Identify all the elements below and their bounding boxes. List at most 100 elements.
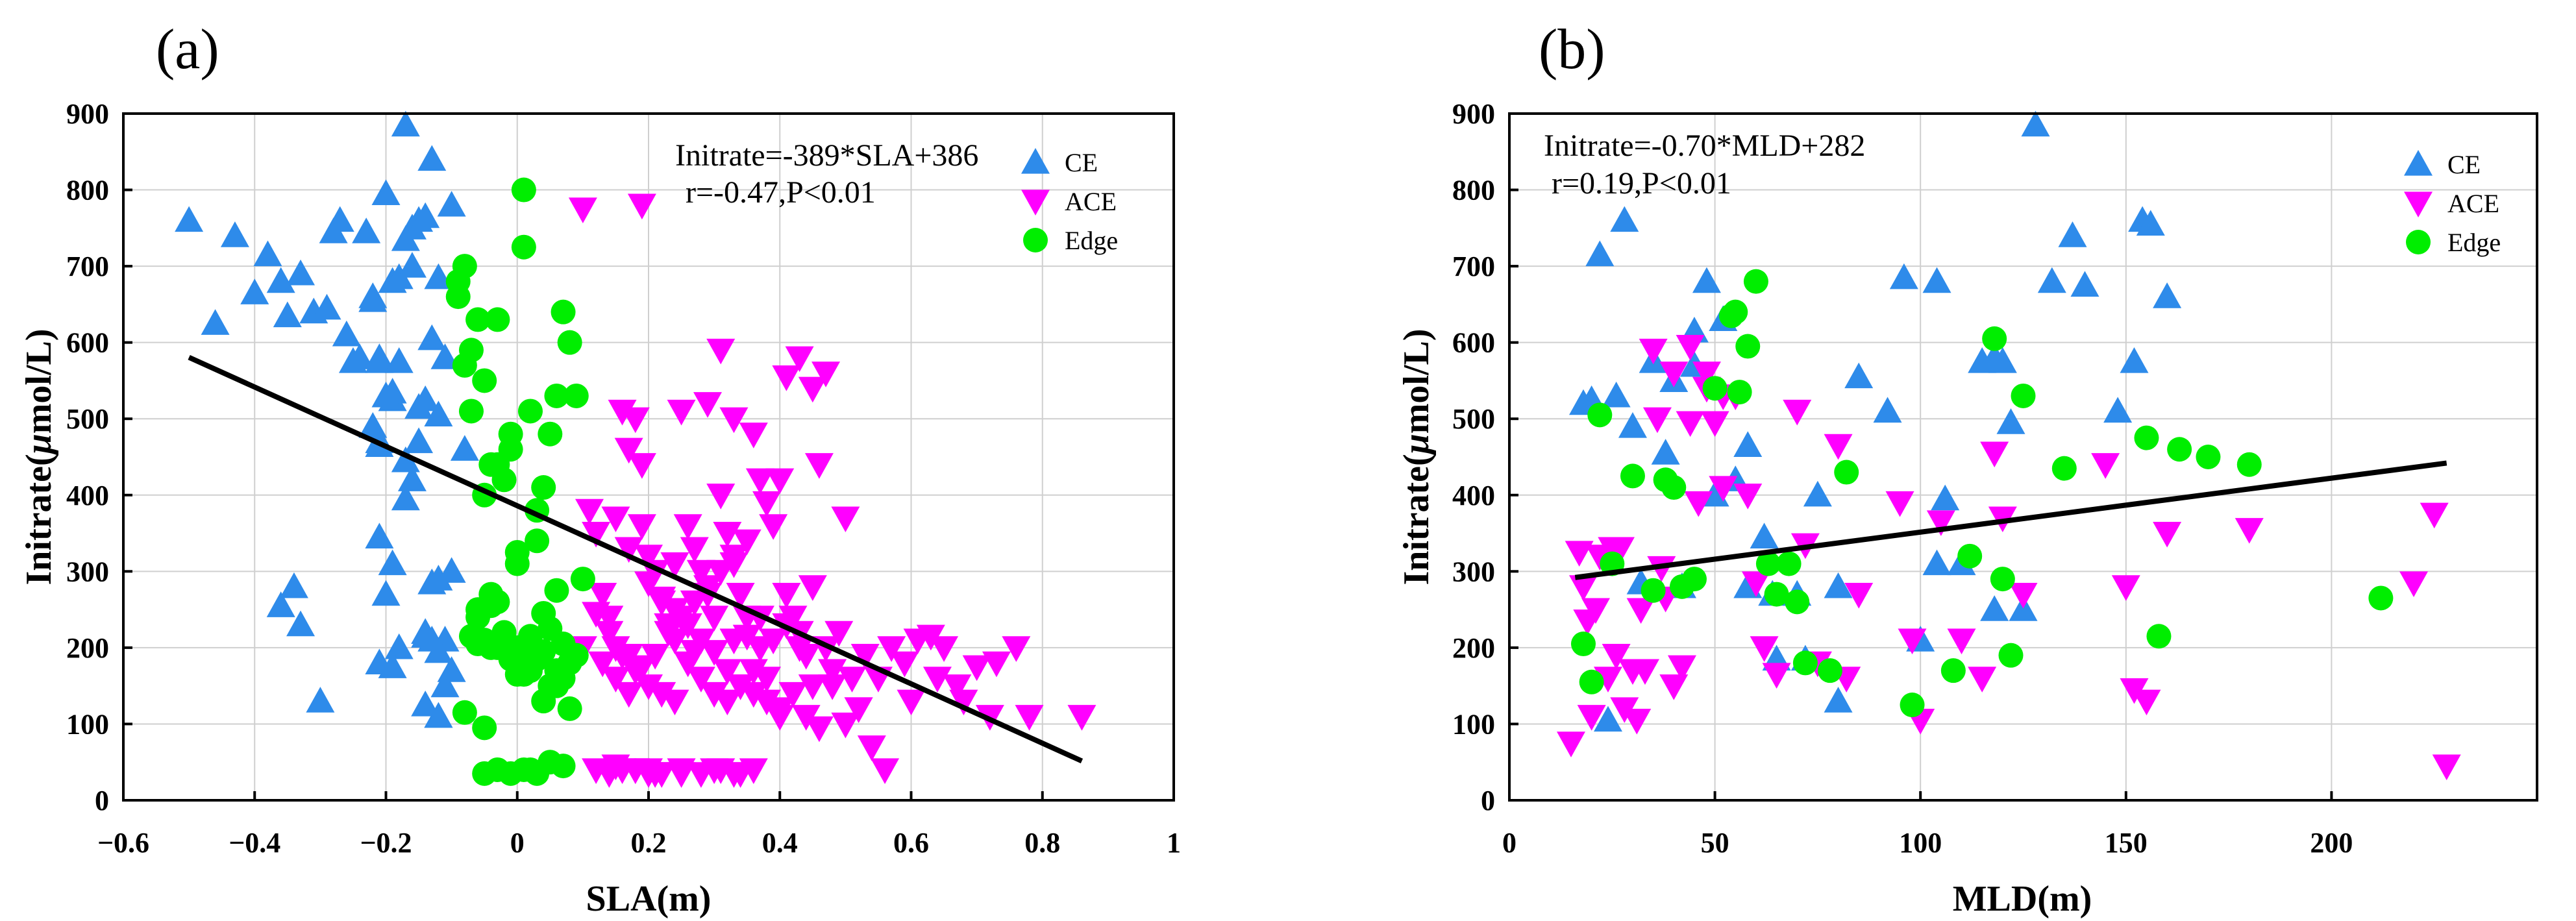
panel-a-ace-point [798, 674, 827, 700]
panel-b-x-tick-label: 100 [1899, 827, 1942, 859]
panel-b-equation: Initrate=-0.70*MLD+282 [1544, 129, 1865, 163]
panel-a-ce-point [371, 580, 401, 606]
panel-b-ace-point [2235, 518, 2264, 544]
panel-a-ce-point [266, 591, 295, 617]
panel-b-ace-point [1824, 434, 1853, 460]
panel-b-ce-point [1651, 439, 1680, 465]
panel-b-edge-point [1681, 567, 1707, 592]
panel-a-ce-point [175, 206, 204, 232]
panel-b-edge-point [1982, 326, 2007, 351]
panel-b-x-label: MLD(m) [1953, 879, 2092, 919]
panel-b-edge-point [1570, 632, 1596, 657]
panel-b-edge-point [1834, 460, 1859, 485]
panel-b-edge-point [1579, 669, 1604, 694]
panel-a-ce-point [417, 145, 447, 171]
panel-a-ace-point [759, 628, 788, 655]
panel-b-edge-point [2236, 452, 2262, 477]
panel-a-edge-point [525, 528, 550, 554]
panel-b-legend-ce-label: CE [2447, 150, 2481, 179]
panel-a-ace-point [732, 529, 762, 556]
panel-a-y-label-main: Initrate( [19, 454, 59, 585]
panel-b-ace-point [1622, 708, 1652, 735]
panel-a-ce-point [240, 278, 269, 304]
panel-b-ace-point [1642, 407, 1672, 434]
panel-b-ce-point [2070, 271, 2099, 297]
panel-a-ace-point [765, 705, 795, 731]
panel-a-ce-point [378, 549, 407, 576]
panel-a-ace-point [700, 640, 729, 666]
panel-b-y-tick-label: 800 [1452, 175, 1495, 206]
panel-a-y-tick-label: 100 [66, 708, 109, 740]
panel-a-ace-point [621, 407, 650, 434]
panel-a-ace-point [614, 437, 643, 464]
panel-a-ace-point [831, 506, 860, 533]
panel-a-ace-point [660, 552, 689, 578]
panel-b-ace-point [1659, 362, 1689, 387]
panel-b-ce-point [1618, 411, 1647, 438]
panel-a-ce-point [424, 400, 453, 426]
panel-a-ace-point [634, 545, 663, 571]
panel-b-ce-point [2058, 221, 2087, 247]
panel-a-y-label-rest: mol/L) [19, 328, 59, 434]
panel-a-x-tick-label: 0 [510, 827, 525, 859]
panel-b-y-tick-label: 200 [1452, 632, 1495, 664]
panel-b-ace-point [1709, 476, 1738, 502]
panel-b-legend-ace-marker [2404, 191, 2433, 217]
panel-a-legend-ace-label: ACE [1065, 187, 1117, 216]
panel-a-edge-point [544, 383, 569, 408]
panel-a-ace-point [752, 491, 782, 517]
panel-a-ace-point [634, 571, 663, 597]
panel-a-ace-point [739, 659, 768, 685]
panel-b-ce-point [1602, 381, 1631, 408]
panel-a-ace-point [798, 575, 827, 601]
panel-a-ace-point [719, 407, 749, 434]
panel-a-y-tick-label: 400 [66, 480, 109, 511]
panel-a-ace-point [601, 667, 630, 693]
panel-a-ace-point [726, 674, 755, 700]
panel-b-x-tick-label: 150 [2105, 827, 2148, 859]
panel-a-edge-point [472, 368, 497, 393]
panel-a-y-tick-label: 700 [66, 251, 109, 282]
panel-a-ace-point [1067, 705, 1096, 731]
panel-b-ce-point [1922, 549, 1951, 576]
panel-a-ace-point [582, 602, 611, 628]
panel-a-edge-point [511, 177, 536, 203]
panel-a-ce-point [391, 446, 420, 473]
panel-a-edge-point [557, 650, 582, 676]
panel-b-edge-point [2146, 624, 2172, 649]
panel-b-edge-point [1661, 475, 1687, 500]
panel-a-x-tick-label: −0.4 [229, 827, 280, 859]
panel-a-ace-point [608, 399, 637, 426]
panel-a-legend-edge-label: Edge [1065, 226, 1118, 255]
panel-a-x-tick-label: 0.2 [631, 827, 667, 859]
panel-a-ace-point [582, 521, 611, 548]
panel-b-edge-point [1990, 567, 2015, 592]
panel-b-ace-point [1700, 411, 1729, 437]
panel-a-edge-point [531, 600, 556, 626]
panel-a-ce-point [424, 702, 453, 728]
panel-b-ce-point [1844, 362, 1874, 389]
panel-a-edge-point [458, 399, 484, 424]
panel-b-edge-point [2134, 425, 2159, 450]
panel-a-ce-point [352, 217, 381, 243]
panel-a-ace-point [745, 468, 774, 495]
panel-b-edge-point [1817, 658, 1842, 683]
panel-a-ce-point [286, 610, 316, 637]
panel-a-ace-point [923, 667, 952, 693]
panel-b-ace-point [1568, 575, 1598, 601]
panel-a-ce-point [391, 110, 420, 137]
panel-b-x-tick-label: 200 [2310, 827, 2353, 859]
panel-b-frame [1508, 112, 2538, 802]
panel-b-x-tick-label: 50 [1701, 827, 1729, 859]
panel-b-ace-point [2399, 571, 2429, 597]
panel-b-ace-point [2009, 583, 2038, 609]
panel-b-x-tick-label: 0 [1502, 827, 1517, 859]
panel-b-y-label-rest: mol/L) [1396, 328, 1437, 434]
panel-b-y-label-mu: μ [1396, 434, 1437, 456]
panel-a-ace-point [772, 583, 801, 609]
panel-a-ace-point [890, 651, 919, 678]
panel-a-ace-point [871, 758, 900, 784]
panel-a-edge-point [498, 421, 523, 447]
panel-a-ce-point [424, 565, 453, 591]
panel-a-ace-point [982, 651, 1011, 678]
